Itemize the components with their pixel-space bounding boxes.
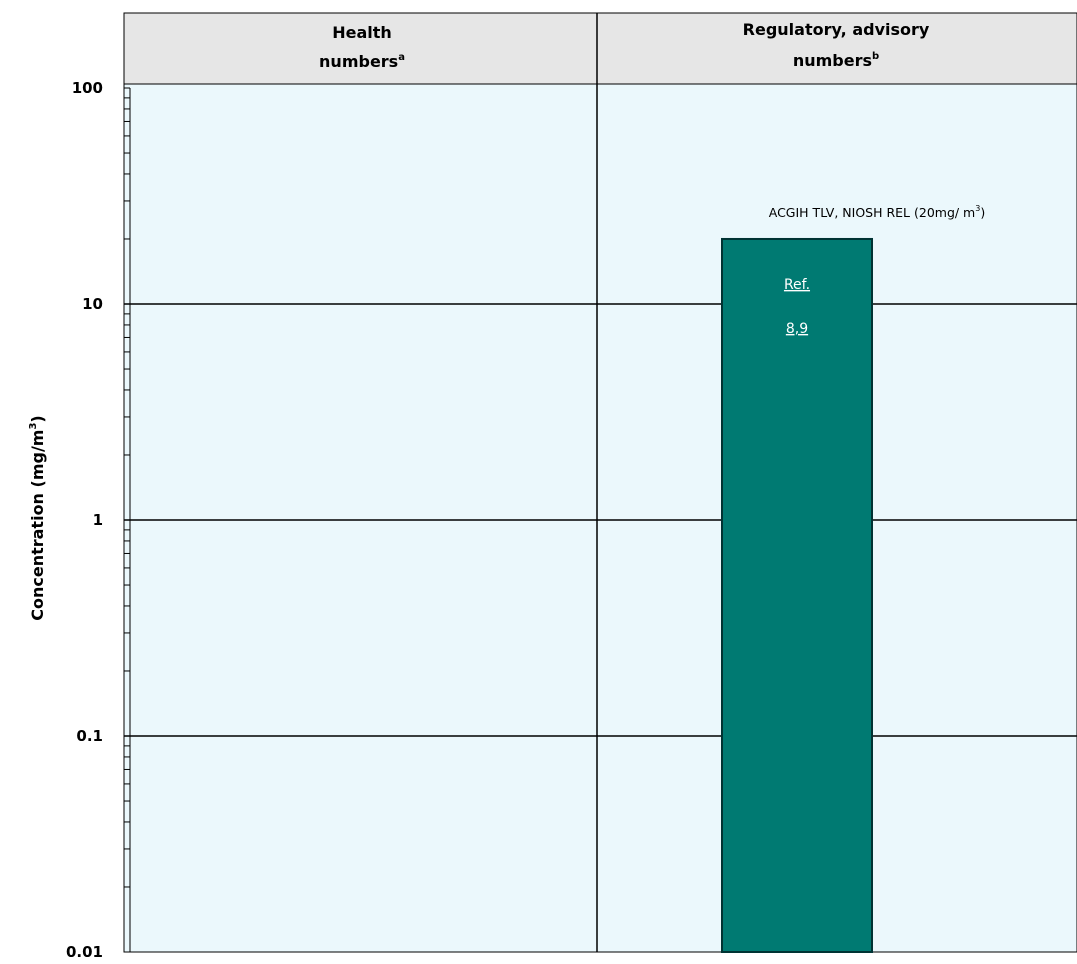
grid-layer — [124, 303, 1077, 737]
y-tick-label: 10 — [82, 295, 103, 313]
regulatory-header-line1: Regulatory, advisory — [743, 20, 930, 39]
health-header-line1: Health — [332, 23, 392, 42]
bar-label: ACGIH TLV, NIOSH REL (20mg/ m3) — [769, 204, 985, 220]
bar-acgih-tlv — [721, 237, 873, 953]
header-band — [123, 12, 1077, 85]
tick-labels: 100 10 1 0.1 0.01 — [66, 79, 103, 961]
y-tick-label: 0.01 — [66, 943, 103, 961]
plot-area — [123, 83, 1077, 953]
minor-ticks — [124, 87, 131, 953]
ref-link-line2[interactable]: 8,9 — [786, 321, 808, 337]
y-tick-label: 1 — [93, 511, 103, 529]
bar-layer: ACGIH TLV, NIOSH REL (20mg/ m3) Ref. 8,9 — [721, 204, 985, 953]
regulatory-header-line2: numbersb — [793, 51, 879, 70]
y-tick-label: 0.1 — [76, 727, 103, 745]
y-axis-label: Concentration (mg/m3) — [28, 415, 47, 621]
health-header-line2: numbersa — [319, 52, 405, 71]
ref-link-line1[interactable]: Ref. — [784, 277, 810, 293]
y-tick-label: 100 — [72, 79, 103, 97]
